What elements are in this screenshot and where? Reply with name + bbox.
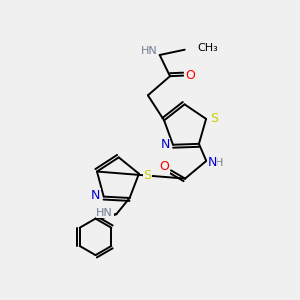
- Text: N: N: [91, 189, 101, 202]
- Text: HN: HN: [96, 208, 113, 218]
- Text: O: O: [160, 160, 170, 173]
- Text: H: H: [214, 158, 223, 168]
- Text: N: N: [160, 138, 170, 151]
- Text: O: O: [185, 69, 195, 82]
- Text: CH₃: CH₃: [197, 43, 218, 53]
- Text: S: S: [143, 169, 151, 182]
- Text: HN: HN: [141, 46, 158, 56]
- Text: S: S: [210, 112, 218, 125]
- Text: N: N: [208, 156, 217, 169]
